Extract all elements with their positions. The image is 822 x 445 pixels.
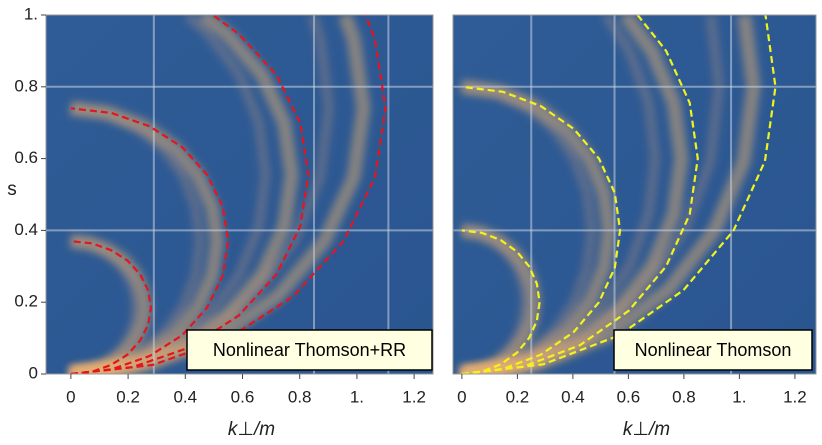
legend-box [613, 329, 813, 371]
y-tick-label: 0.4 [14, 220, 38, 239]
plot-frame [45, 14, 434, 375]
dashed-curve [70, 107, 230, 374]
x-tick-label: 0.4 [173, 387, 197, 406]
y-tick-label: 1. [24, 4, 38, 23]
x-tick-label: 1.2 [402, 387, 426, 406]
x-tick-label: 0.6 [617, 387, 641, 406]
y-tick-label: 0.8 [14, 76, 38, 95]
dashed-curve [70, 15, 387, 374]
dashed-curve [461, 85, 622, 374]
dashed-curve [70, 240, 153, 374]
dashed-curve [461, 15, 777, 374]
panel: 0 0.2 0.4 0.6 0.8 1. 1.2 k⊥/m Nonlinear Thomson [452, 14, 817, 440]
x-axis-label: k⊥/m [623, 419, 670, 440]
x-tick-label: 0.8 [672, 387, 696, 406]
dashed-curve [461, 229, 541, 374]
y-tick-label: 0 [29, 363, 38, 382]
x-tick-label: 0.4 [561, 387, 585, 406]
x-tick-label: 0 [457, 387, 466, 406]
x-tick-label: 1. [350, 387, 364, 406]
x-tick-label: 0.2 [116, 387, 140, 406]
plot-area [46, 15, 433, 374]
legend-label: Nonlinear Thomson [635, 340, 792, 360]
x-tick-label: 1.2 [783, 387, 807, 406]
intensity-band [70, 15, 334, 374]
x-axis-label: k⊥/m [228, 419, 275, 440]
x-tick-label: 0.2 [506, 387, 530, 406]
dashed-curve [461, 15, 699, 374]
x-tick-label: 1. [732, 387, 746, 406]
y-axis-label: s [7, 179, 17, 200]
plot-frame [452, 14, 817, 375]
x-tick-label: 0 [66, 387, 75, 406]
panel: 0 0.2 0.4 0.6 0.8 1. 1.2 0 0.2 0.4 0.6 0.8 1. k⊥/m s No… [7, 4, 434, 440]
y-tick-label: 0.2 [14, 292, 38, 311]
dashed-curve [70, 15, 310, 374]
x-tick-label: 0.6 [231, 387, 255, 406]
legend-box [186, 329, 433, 371]
x-tick-label: 0.8 [288, 387, 312, 406]
intensity-band [461, 15, 725, 374]
y-tick-label: 0.6 [14, 148, 38, 167]
plot-area [453, 15, 816, 374]
legend-label: Nonlinear Thomson+RR [213, 340, 406, 360]
